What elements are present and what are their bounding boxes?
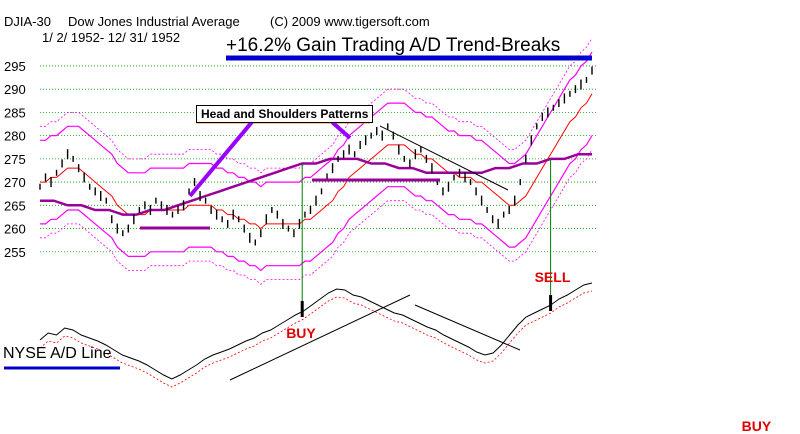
envelope-bands [40,37,593,285]
patterns-label: Head and Shoulders Patterns [196,105,374,123]
adline-downtrend [414,304,521,351]
y-tick-labels: 295 290 285 280 275 270 265 260 255 [4,59,26,260]
envelope-band [40,135,593,272]
downtrend-line [379,125,509,191]
chart-svg: 295 290 285 280 275 270 265 260 255 [4,37,596,388]
envelope-band [40,149,593,285]
y-tick-label: 285 [4,105,26,120]
price-series [39,66,593,246]
y-tick-label: 260 [4,222,26,237]
envelope-band [40,37,593,174]
chart-stage: 295 290 285 280 275 270 265 260 255 DJIA-30 Dow … [3,14,771,434]
y-tick-label: 270 [4,175,26,190]
y-tick-label: 265 [4,198,26,213]
index-name: Dow Jones Industrial Average [68,14,240,29]
ma-long-line [40,152,592,216]
signal-buy-1: BUY [286,325,316,341]
adline-series [39,282,593,388]
signal-sell: SELL [534,269,571,285]
envelope-band [40,51,593,188]
y-tick-label: 290 [4,82,26,97]
grid-lines [40,65,596,253]
date-range: 1/ 2/ 1952- 12/ 31/ 1952 [42,30,181,45]
signal-lines [300,158,553,317]
adline-label: NYSE A/D Line [3,345,112,362]
copyright-text: (C) 2009 www.tigersoft.com [270,14,430,29]
signal-buy-2: BUY [741,418,772,434]
headline: +16.2% Gain Trading A/D Trend-Breaks [226,35,561,56]
adline-uptrend [229,294,411,381]
y-tick-label: 280 [4,129,26,144]
pattern-pointer-right [330,120,352,140]
y-tick-label: 275 [4,152,26,167]
y-tick-label: 295 [4,59,26,74]
pattern-pointer-left [188,120,254,198]
y-tick-label: 255 [4,245,26,260]
adline [39,282,593,380]
symbol-label: DJIA-30 [4,14,51,29]
adline-ma [39,290,593,388]
